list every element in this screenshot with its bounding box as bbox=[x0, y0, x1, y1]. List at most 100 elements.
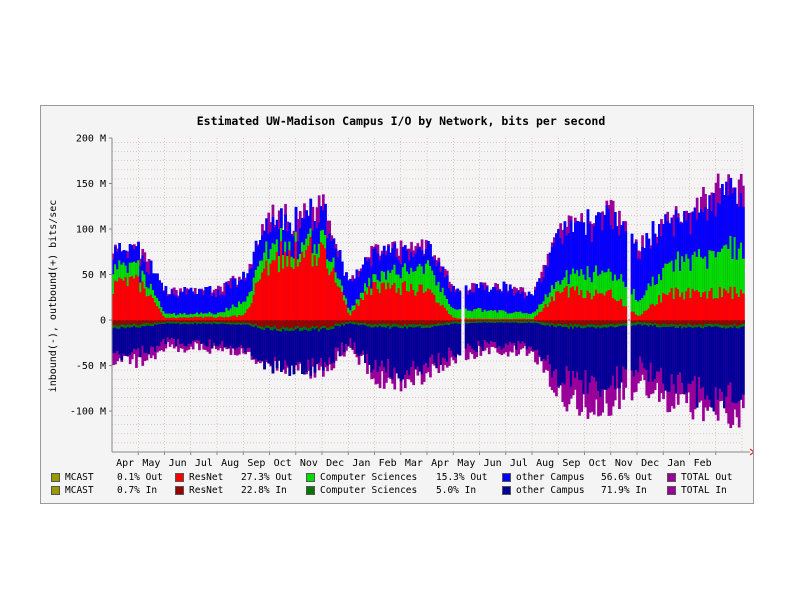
other-campus-out-bar bbox=[347, 280, 350, 308]
other-campus-in-bar bbox=[697, 320, 701, 377]
resnet-in-bar bbox=[135, 320, 138, 325]
cs-out-bar bbox=[651, 276, 655, 304]
x-tick-label: Aug bbox=[221, 458, 239, 469]
other-campus-in-bar bbox=[494, 320, 497, 343]
other-campus-in-bar bbox=[364, 320, 367, 364]
resnet-out-bar bbox=[576, 286, 579, 321]
other-campus-in-bar bbox=[454, 320, 457, 358]
resnet-in-bar bbox=[452, 320, 455, 322]
resnet-in-bar bbox=[231, 320, 235, 323]
other-campus-out-bar bbox=[532, 295, 535, 313]
other-campus-in-bar bbox=[658, 320, 661, 372]
cs-out-bar bbox=[406, 271, 409, 292]
cs-in-bar bbox=[637, 320, 640, 325]
resnet-out-bar bbox=[196, 317, 199, 321]
resnet-out-bar bbox=[393, 282, 397, 321]
other-campus-out-bar bbox=[240, 279, 243, 304]
other-campus-in-bar bbox=[723, 320, 726, 409]
other-campus-out-bar bbox=[540, 282, 544, 305]
resnet-in-bar bbox=[372, 320, 376, 325]
resnet-in-bar bbox=[122, 320, 126, 325]
other-campus-in-bar bbox=[689, 320, 693, 385]
other-campus-in-bar bbox=[313, 320, 317, 373]
resnet-out-bar bbox=[710, 288, 714, 321]
resnet-out-bar bbox=[202, 317, 205, 321]
resnet-in-bar bbox=[124, 320, 128, 325]
resnet-in-bar bbox=[345, 320, 348, 322]
other-campus-out-bar bbox=[674, 210, 678, 260]
resnet-in-bar bbox=[441, 320, 445, 324]
other-campus-in-bar bbox=[120, 320, 124, 361]
cs-out-bar bbox=[672, 271, 676, 300]
cs-out-bar bbox=[284, 241, 287, 252]
resnet-out-bar bbox=[227, 317, 231, 321]
resnet-out-bar bbox=[166, 317, 170, 321]
resnet-out-bar bbox=[595, 289, 598, 321]
resnet-out-bar bbox=[483, 319, 487, 321]
legend-stat: 0.1% Out bbox=[117, 472, 163, 483]
resnet-out-bar bbox=[147, 296, 151, 321]
resnet-out-bar bbox=[458, 318, 462, 321]
cs-out-bar bbox=[378, 281, 382, 294]
resnet-in-bar bbox=[322, 320, 325, 326]
resnet-out-bar bbox=[250, 303, 254, 321]
other-campus-out-bar bbox=[206, 287, 210, 314]
resnet-in-bar bbox=[534, 320, 537, 322]
other-campus-in-bar bbox=[592, 320, 596, 378]
resnet-out-bar bbox=[599, 293, 602, 321]
resnet-in-bar bbox=[664, 320, 667, 324]
cs-out-bar bbox=[592, 272, 596, 296]
cs-out-bar bbox=[443, 295, 447, 308]
other-campus-out-bar bbox=[133, 249, 136, 262]
resnet-out-bar bbox=[303, 257, 306, 321]
resnet-out-bar bbox=[542, 308, 546, 321]
other-campus-in-bar bbox=[603, 320, 607, 390]
other-campus-out-bar bbox=[424, 249, 428, 264]
other-campus-out-bar bbox=[219, 295, 222, 313]
resnet-in-bar bbox=[563, 320, 567, 325]
x-tick-label: Feb bbox=[379, 458, 397, 469]
resnet-in-bar bbox=[118, 320, 121, 326]
other-campus-out-bar bbox=[324, 203, 327, 236]
resnet-in-bar bbox=[725, 320, 728, 326]
other-campus-out-bar bbox=[397, 260, 401, 275]
resnet-out-bar bbox=[685, 291, 688, 321]
other-campus-out-bar bbox=[166, 296, 170, 314]
other-campus-out-bar bbox=[607, 208, 611, 269]
resnet-in-bar bbox=[235, 320, 239, 323]
other-campus-in-bar bbox=[231, 320, 235, 349]
other-campus-out-bar bbox=[622, 221, 625, 282]
resnet-out-bar bbox=[112, 294, 115, 321]
other-campus-in-bar bbox=[319, 320, 323, 358]
other-campus-out-bar bbox=[504, 283, 508, 312]
y-tick-label: -100 M bbox=[70, 407, 106, 418]
other-campus-out-bar bbox=[454, 292, 457, 310]
other-campus-in-bar bbox=[124, 320, 128, 356]
other-campus-in-bar bbox=[445, 320, 449, 362]
other-campus-out-bar bbox=[597, 212, 600, 276]
resnet-out-bar bbox=[597, 293, 600, 321]
resnet-out-bar bbox=[477, 318, 481, 321]
resnet-out-bar bbox=[433, 294, 436, 321]
other-campus-out-bar bbox=[708, 195, 712, 251]
resnet-out-bar bbox=[277, 272, 281, 321]
other-campus-in-bar bbox=[517, 320, 520, 341]
resnet-out-bar bbox=[456, 318, 460, 321]
cs-out-bar bbox=[403, 263, 407, 282]
other-campus-out-bar bbox=[469, 289, 472, 311]
resnet-in-bar bbox=[414, 320, 418, 325]
cs-out-bar bbox=[158, 301, 161, 309]
other-campus-in-bar bbox=[519, 320, 523, 344]
resnet-out-bar bbox=[618, 300, 621, 321]
other-campus-in-bar bbox=[135, 320, 138, 350]
other-campus-out-bar bbox=[660, 236, 663, 281]
other-campus-out-bar bbox=[498, 289, 502, 311]
other-campus-out-bar bbox=[714, 216, 718, 258]
resnet-out-bar bbox=[630, 311, 634, 321]
cs-out-bar bbox=[303, 244, 306, 258]
other-campus-out-bar bbox=[521, 291, 525, 314]
other-campus-out-bar bbox=[137, 241, 140, 261]
resnet-out-bar bbox=[225, 316, 229, 321]
cs-out-bar bbox=[175, 315, 178, 319]
other-campus-out-bar bbox=[645, 233, 649, 291]
